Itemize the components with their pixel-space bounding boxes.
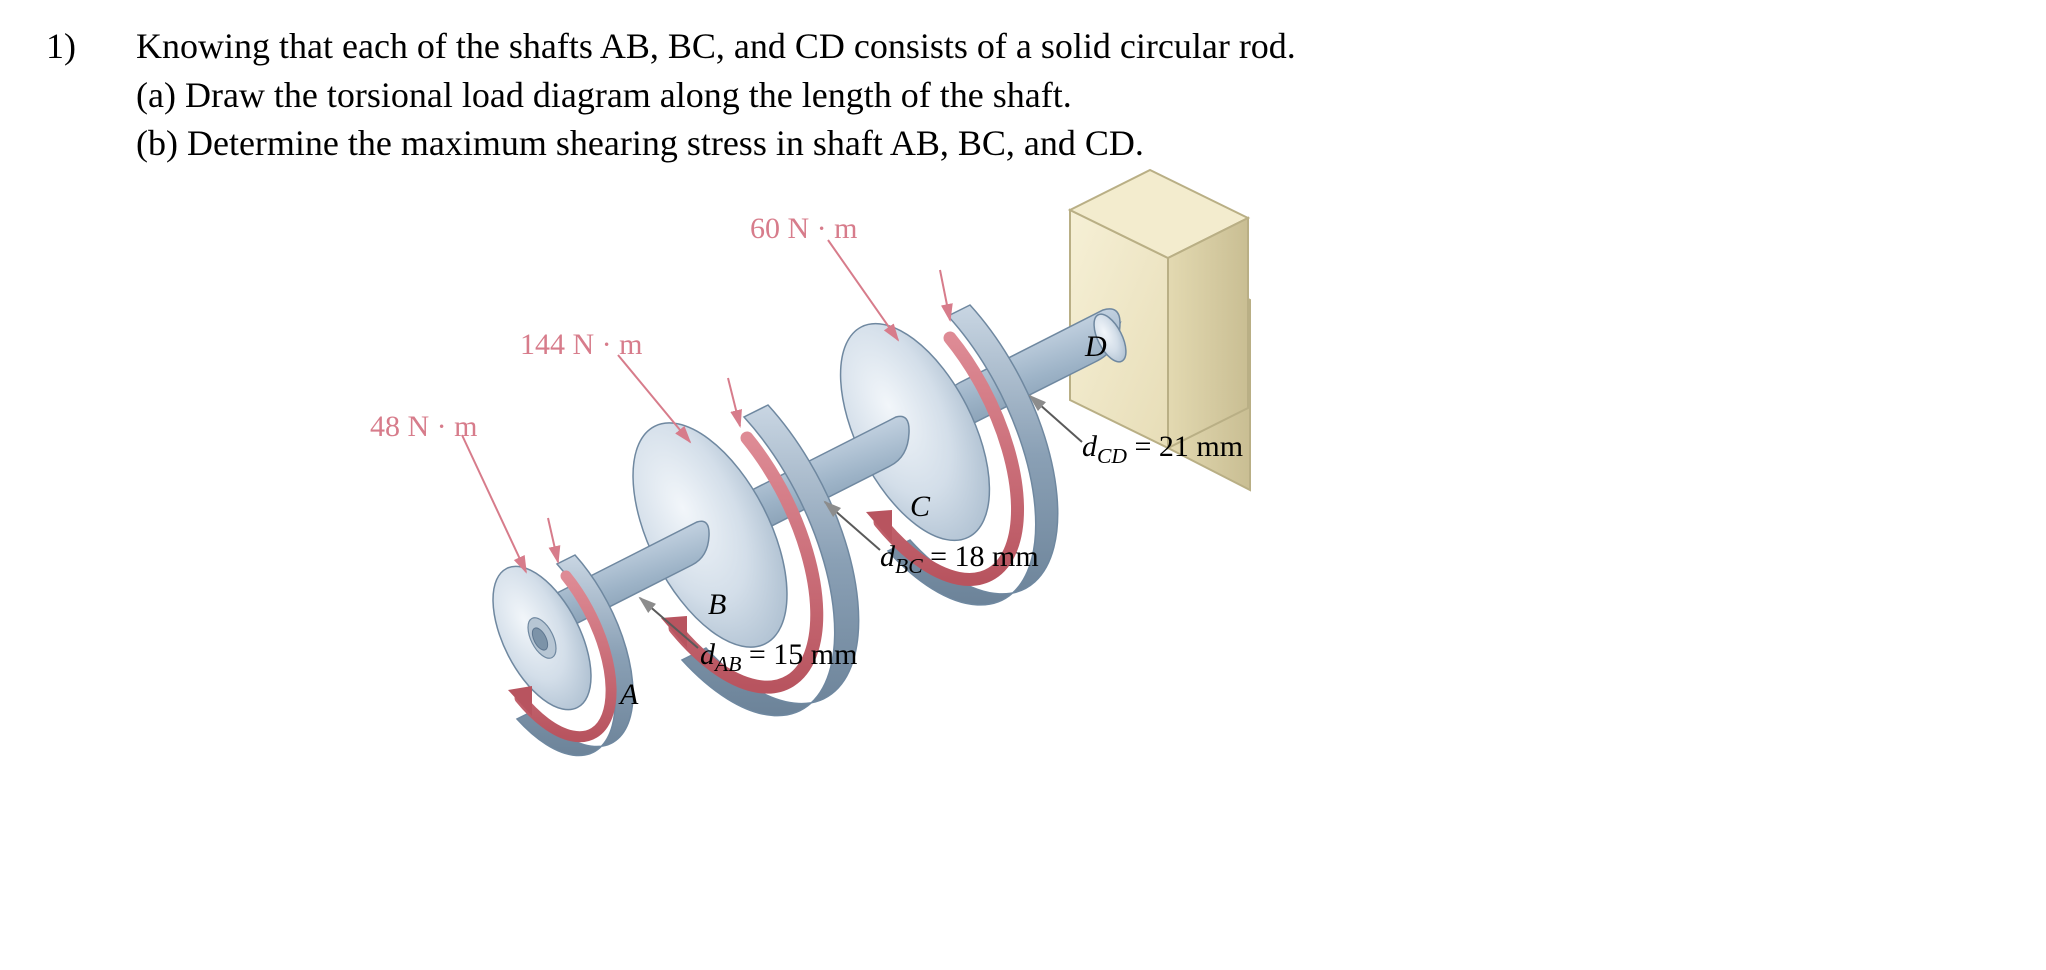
point-a-label: A bbox=[620, 678, 638, 712]
point-d-label: D bbox=[1085, 330, 1107, 364]
figure: 48 N · m 144 N · m 60 N · m A B C D dAB … bbox=[350, 210, 1450, 930]
problem-part-a: (a) Draw the torsional load diagram alon… bbox=[136, 71, 2006, 120]
page-root: 1) Knowing that each of the shafts AB, B… bbox=[0, 0, 2046, 970]
problem-part-b: (b) Determine the maximum shearing stres… bbox=[136, 119, 2006, 168]
problem-number: 1) bbox=[40, 22, 136, 71]
point-c-label: C bbox=[910, 490, 930, 524]
torque-a-label: 48 N · m bbox=[370, 410, 478, 444]
problem-body: Knowing that each of the shafts AB, BC, … bbox=[136, 22, 2006, 168]
torque-c-label: 60 N · m bbox=[750, 212, 858, 246]
torque-b-label: 144 N · m bbox=[520, 328, 643, 362]
diameter-cd-label: dCD = 21 mm bbox=[1082, 430, 1243, 469]
diameter-ab-label: dAB = 15 mm bbox=[700, 638, 857, 677]
problem-stem: Knowing that each of the shafts AB, BC, … bbox=[136, 22, 2006, 71]
point-b-label: B bbox=[708, 588, 726, 622]
problem-block: 1) Knowing that each of the shafts AB, B… bbox=[40, 22, 2006, 168]
diameter-bc-label: dBC = 18 mm bbox=[880, 540, 1039, 579]
